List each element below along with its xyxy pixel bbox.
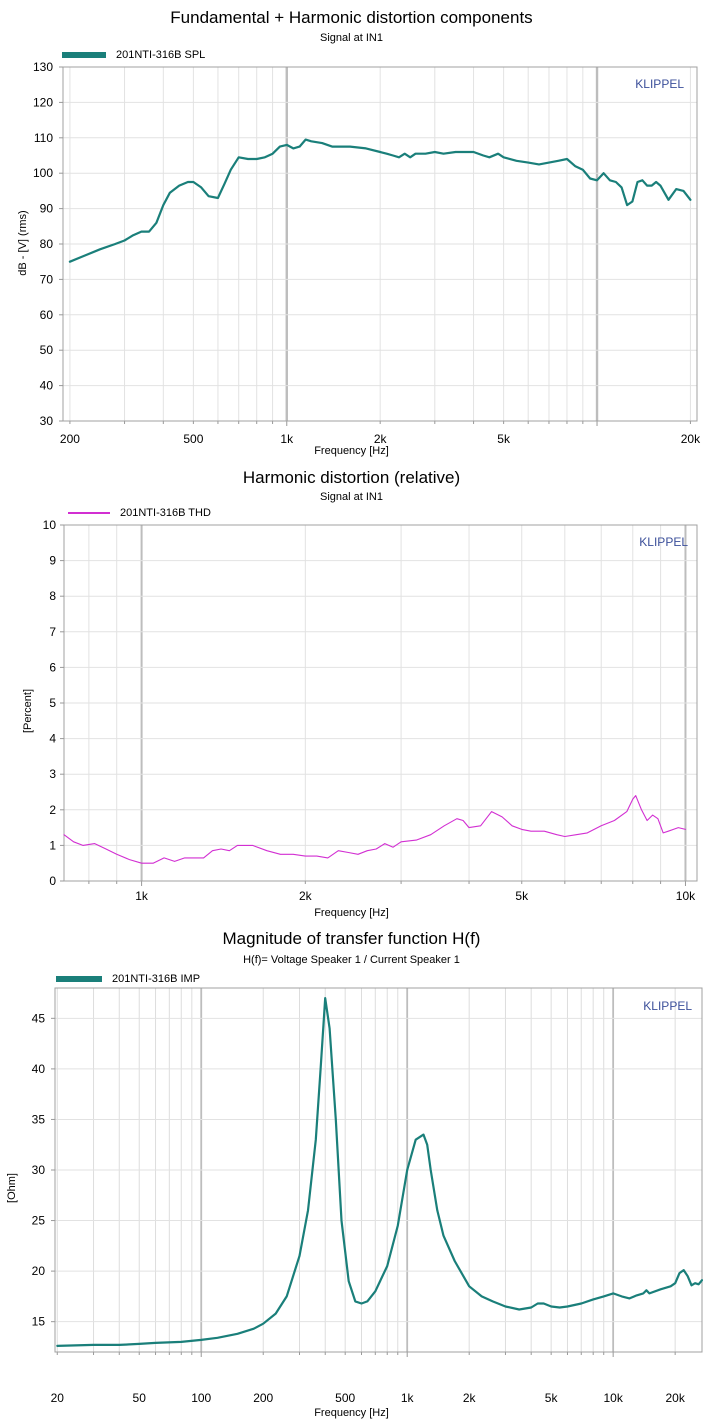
legend-swatch bbox=[56, 976, 102, 982]
y-tick-label: 6 bbox=[49, 660, 56, 674]
legend-swatch bbox=[62, 52, 106, 58]
y-tick-label: 15 bbox=[32, 1315, 46, 1329]
grid bbox=[55, 988, 702, 1357]
x-tick-label: 500 bbox=[183, 432, 203, 446]
x-axis-label: Frequency [Hz] bbox=[314, 907, 389, 919]
x-tick-label: 10k bbox=[676, 889, 696, 903]
spl-chart-panel: Fundamental + Harmonic distortion compon… bbox=[0, 0, 703, 465]
x-tick-label: 20k bbox=[681, 432, 701, 446]
y-tick-label: 1 bbox=[49, 838, 56, 852]
x-axis-label: Frequency [Hz] bbox=[314, 445, 389, 457]
x-tick-label: 20 bbox=[51, 1391, 65, 1405]
y-tick-label: 45 bbox=[32, 1011, 46, 1025]
x-tick-label: 2k bbox=[463, 1391, 477, 1405]
legend-label: 201NTI-316B IMP bbox=[112, 973, 201, 985]
series-line bbox=[63, 795, 687, 864]
chart-plot: 30 40 50 60 70 80 90 100 110 120 130 200 500 1k 2k 5k 20… bbox=[33, 60, 701, 446]
y-tick-label: 9 bbox=[49, 554, 56, 568]
y-tick-label: 4 bbox=[49, 732, 56, 746]
y-tick-label: 30 bbox=[32, 1163, 46, 1177]
series-line bbox=[56, 996, 703, 1347]
x-tick-label: 5k bbox=[497, 432, 511, 446]
y-tick-label: 60 bbox=[40, 308, 54, 322]
y-tick-label: 50 bbox=[40, 343, 54, 357]
chart-legend: 201NTI-316B SPL bbox=[62, 49, 205, 61]
chart-subtitle: H(f)= Voltage Speaker 1 / Current Speake… bbox=[243, 954, 460, 966]
y-tick-label: 8 bbox=[49, 589, 56, 603]
watermark-label: KLIPPEL bbox=[639, 535, 688, 549]
x-tick-label: 1k bbox=[401, 1391, 415, 1405]
x-tick-label: 200 bbox=[60, 432, 80, 446]
chart-subtitle: Signal at IN1 bbox=[320, 491, 383, 503]
y-tick-label: 40 bbox=[32, 1062, 46, 1076]
chart-plot: 15 20 25 30 35 40 45 20 50 100 200 500 1k 2k 5k 10k 20k K… bbox=[32, 987, 703, 1405]
y-tick-label: 120 bbox=[33, 95, 53, 109]
legend-label: 201NTI-316B THD bbox=[120, 507, 211, 519]
y-tick-label: 35 bbox=[32, 1112, 46, 1126]
x-tick-label: 200 bbox=[253, 1391, 273, 1405]
x-tick-label: 500 bbox=[335, 1391, 355, 1405]
chart-legend: 201NTI-316B THD bbox=[68, 507, 211, 519]
x-tick-label: 2k bbox=[374, 432, 388, 446]
x-tick-label: 2k bbox=[299, 889, 313, 903]
y-tick-label: 2 bbox=[49, 803, 56, 817]
y-tick-label: 130 bbox=[33, 60, 53, 74]
legend-swatch bbox=[68, 512, 110, 514]
impedance-chart-panel: Magnitude of transfer function H(f) H(f)… bbox=[0, 925, 703, 1423]
y-tick-label: 110 bbox=[34, 131, 53, 145]
x-tick-label: 5k bbox=[545, 1391, 559, 1405]
watermark-label: KLIPPEL bbox=[643, 999, 692, 1013]
x-tick-label: 50 bbox=[133, 1391, 147, 1405]
x-tick-label: 20k bbox=[665, 1391, 685, 1405]
x-tick-label: 5k bbox=[515, 889, 529, 903]
y-tick-label: 40 bbox=[40, 379, 54, 393]
y-tick-label: 7 bbox=[49, 625, 56, 639]
y-tick-label: 10 bbox=[43, 518, 57, 532]
chart-plot: 0 1 2 3 4 5 6 7 8 9 10 1k 2k 5k 10k KLIPPEL bbox=[43, 518, 698, 903]
y-tick-label: 70 bbox=[40, 272, 54, 286]
x-tick-label: 1k bbox=[135, 889, 149, 903]
legend-label: 201NTI-316B SPL bbox=[116, 49, 206, 61]
chart-legend: 201NTI-316B IMP bbox=[56, 973, 200, 985]
x-tick-label: 1k bbox=[280, 432, 294, 446]
chart-title: Fundamental + Harmonic distortion compon… bbox=[170, 8, 533, 27]
chart-subtitle: Signal at IN1 bbox=[320, 32, 383, 44]
grid bbox=[63, 67, 697, 426]
y-tick-label: 100 bbox=[33, 166, 53, 180]
y-tick-label: 20 bbox=[32, 1264, 46, 1278]
y-tick-label: 30 bbox=[40, 414, 54, 428]
y-tick-label: 3 bbox=[49, 767, 56, 781]
y-tick-label: 80 bbox=[40, 237, 54, 251]
y-tick-label: 5 bbox=[49, 696, 56, 710]
y-tick-label: 25 bbox=[32, 1214, 46, 1228]
x-axis-label: Frequency [Hz] bbox=[314, 1407, 389, 1419]
chart-title: Harmonic distortion (relative) bbox=[242, 468, 461, 487]
thd-chart-panel: Harmonic distortion (relative) Signal at… bbox=[0, 465, 703, 925]
x-tick-label: 100 bbox=[191, 1391, 211, 1405]
watermark-label: KLIPPEL bbox=[635, 77, 684, 91]
y-tick-label: 0 bbox=[49, 874, 56, 888]
y-tick-label: 90 bbox=[40, 202, 54, 216]
series-line bbox=[68, 138, 692, 263]
x-tick-label: 10k bbox=[603, 1391, 623, 1405]
chart-title: Magnitude of transfer function H(f) bbox=[222, 929, 481, 948]
grid bbox=[64, 525, 697, 886]
